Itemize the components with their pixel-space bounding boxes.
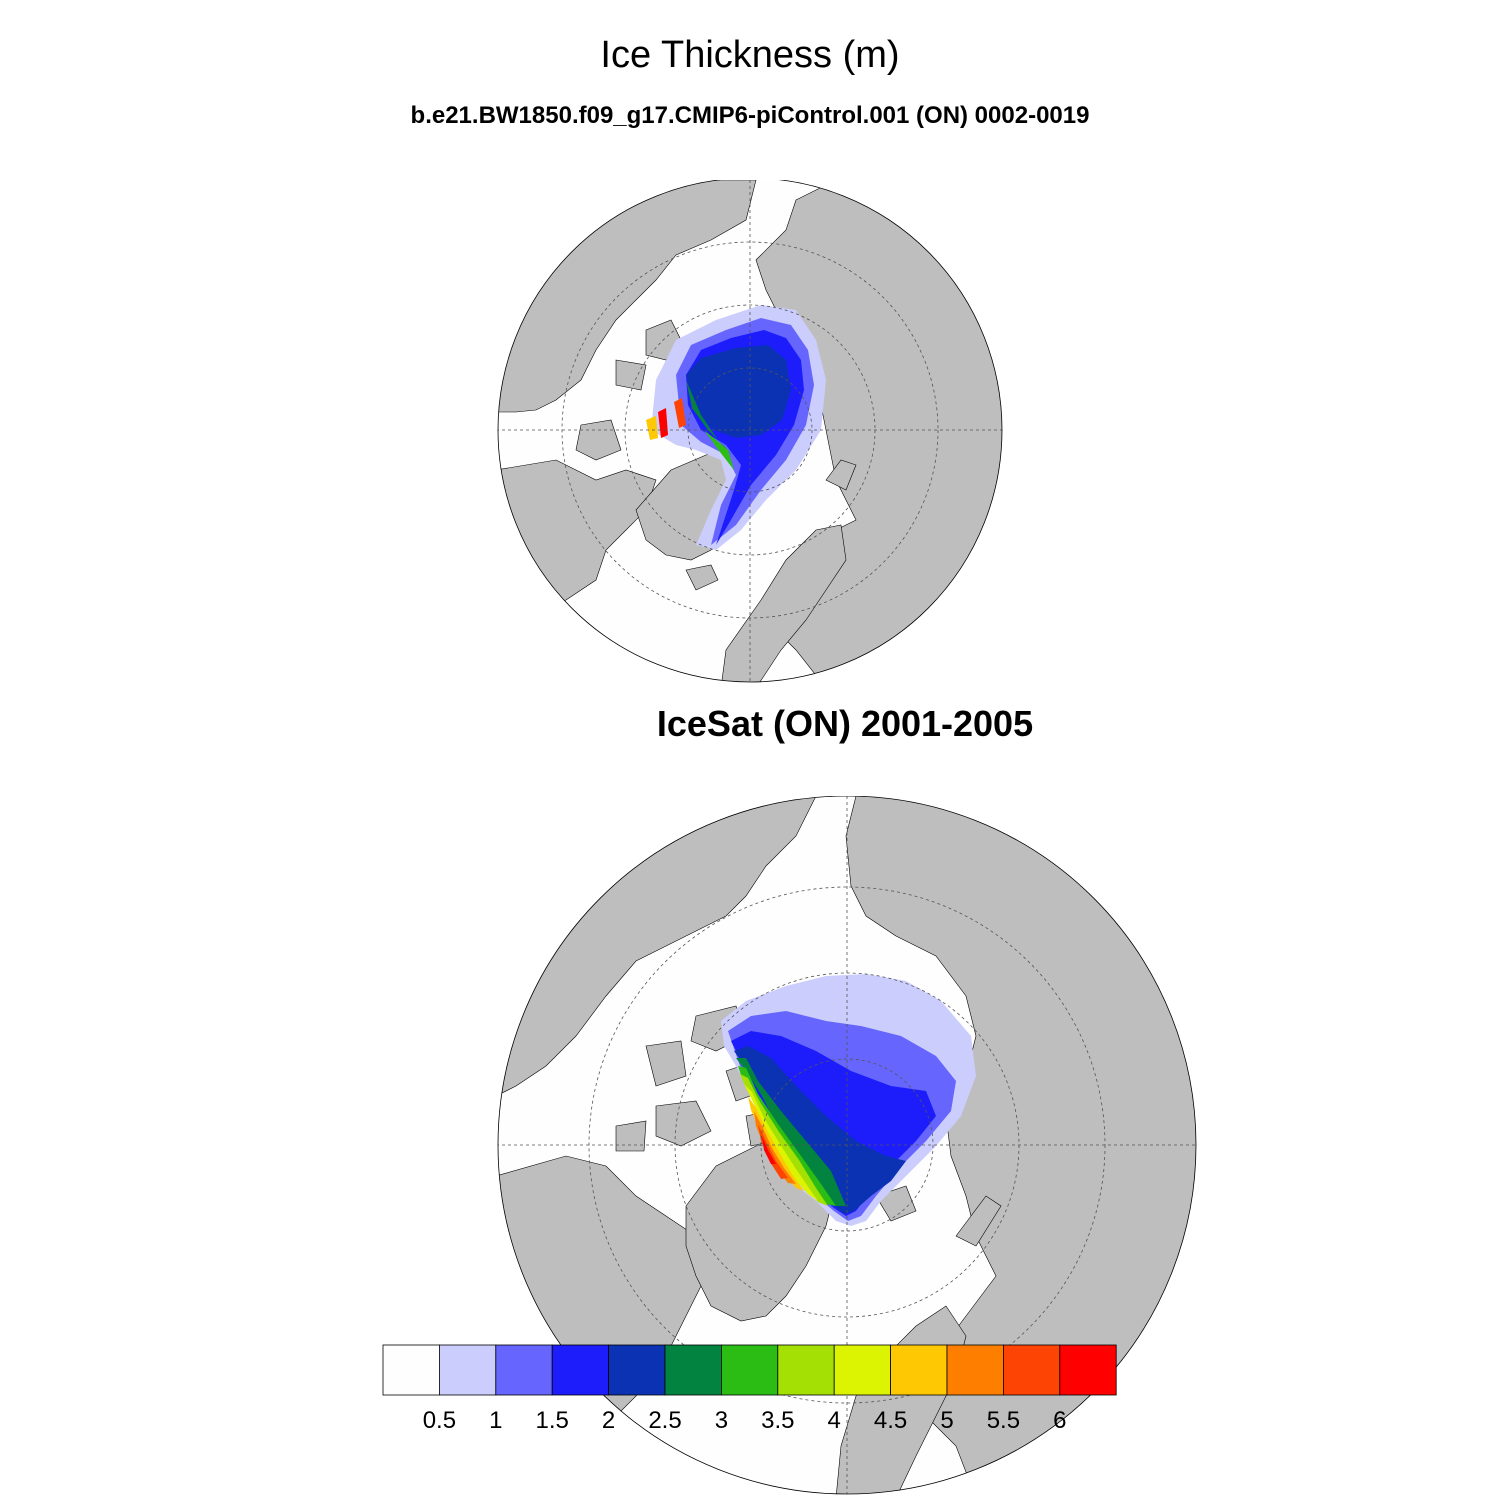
colorbar-tick-label: 5 [940, 1407, 953, 1434]
colorbar-tick-label: 3.5 [761, 1407, 794, 1434]
colorbar-tick-label: 2 [602, 1407, 615, 1434]
colorbar-tick-label: 4 [828, 1407, 841, 1434]
panel-1-title: b.e21.BW1850.f09_g17.CMIP6-piControl.001… [410, 102, 1090, 129]
colorbar-bin [890, 1344, 948, 1396]
colorbar-bin [439, 1344, 497, 1396]
colorbar-bin [1003, 1344, 1061, 1396]
colorbar-bin [833, 1344, 892, 1396]
colorbar-tick-label: 6 [1053, 1407, 1066, 1434]
colorbar-bin [777, 1344, 835, 1396]
colorbar-bin [720, 1344, 779, 1396]
map-icesat [497, 796, 1197, 1495]
map-border [497, 180, 1003, 683]
colorbar-bin [946, 1344, 1004, 1396]
graticule [498, 180, 1002, 682]
colorbar-tick-label: 1 [489, 1407, 502, 1434]
colorbar-bin [1059, 1344, 1117, 1396]
colorbar-tick-label: 1.5 [536, 1407, 569, 1434]
colorbar-bin [551, 1344, 609, 1396]
panel-2-title: IceSat (ON) 2001-2005 [656, 703, 1034, 744]
colorbar-bin [382, 1344, 440, 1396]
colorbar-bin [664, 1344, 722, 1396]
ice-field [646, 305, 826, 550]
colorbar-bin [608, 1344, 666, 1396]
colorbar-tick-label: 3 [715, 1407, 728, 1434]
colorbar-tick-label: 5.5 [987, 1407, 1020, 1434]
figure-title: Ice Thickness (m) [600, 34, 900, 76]
map-border [497, 796, 1197, 1495]
ice-field [721, 974, 976, 1226]
map-model [497, 180, 1003, 683]
colorbar: 0.5 1 1.5 2 2.5 3 3.5 4 4.5 5 5.5 6 [382, 1344, 1117, 1434]
colorbar-bin [495, 1344, 553, 1396]
colorbar-tick-label: 2.5 [648, 1407, 681, 1434]
colorbar-tick-label: 4.5 [874, 1407, 907, 1434]
colorbar-tick-label: 0.5 [423, 1407, 456, 1434]
